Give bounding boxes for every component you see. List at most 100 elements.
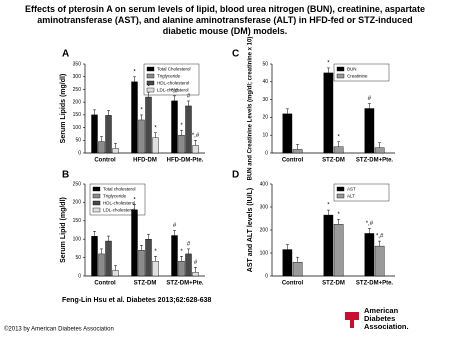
legend-label: HDL-cholesterol — [157, 80, 189, 85]
logo: American Diabetes Association. — [345, 306, 409, 331]
bar — [178, 134, 185, 154]
logo-text: American — [364, 306, 399, 315]
bar — [145, 96, 152, 154]
bar — [323, 214, 334, 277]
significance-mark: * — [180, 249, 183, 255]
bar — [152, 261, 159, 277]
legend-label: AST — [347, 186, 356, 191]
bar — [185, 253, 192, 277]
panel-label: B — [62, 170, 69, 181]
legend-label: LDL-cholesterol — [103, 207, 135, 212]
significance-mark: * — [327, 203, 330, 209]
bar — [171, 235, 178, 277]
y-tick-label: 0 — [78, 273, 81, 279]
y-tick-label: 250 — [73, 87, 82, 93]
x-tick-label: STZ-DM+Pte. — [356, 158, 394, 164]
y-tick-label: 0 — [78, 150, 81, 156]
significance-mark: *,# — [192, 133, 200, 139]
legend-swatch — [92, 207, 101, 213]
y-tick-label: 150 — [73, 112, 82, 118]
citation: Feng-Lin Hsu et al. Diabetes 2013;62:628… — [62, 297, 211, 304]
logo-text: Association. — [364, 322, 409, 331]
bar — [138, 119, 145, 154]
y-tick-label: 50 — [262, 61, 268, 67]
y-tick-label: 50 — [75, 255, 81, 261]
panel-label: D — [232, 170, 239, 181]
x-tick-label: STZ-DM+Pte. — [166, 281, 204, 287]
bar — [91, 236, 98, 277]
x-tick-label: Control — [282, 158, 304, 164]
legend-swatch — [146, 80, 155, 86]
y-tick-label: 40 — [262, 79, 268, 85]
y-tick-label: 200 — [260, 227, 269, 233]
legend-box — [143, 63, 200, 96]
bar — [333, 146, 344, 154]
bar — [364, 233, 375, 277]
title-box: Effects of pterosin A on serum levels of… — [25, 4, 425, 36]
panel-label: A — [62, 49, 69, 60]
legend-swatch — [92, 186, 101, 192]
significance-mark: *,# — [366, 221, 374, 227]
significance-mark: * — [140, 108, 143, 114]
y-axis-label: Serum Lipid (mg/dl) — [60, 197, 67, 263]
panel-label: C — [232, 49, 239, 60]
bar — [98, 141, 105, 154]
legend-swatch — [146, 66, 155, 72]
bar — [112, 270, 119, 277]
legend-label: LDL-cholesterol — [157, 87, 189, 92]
y-tick-label: 400 — [260, 181, 269, 187]
bar — [374, 245, 385, 277]
y-tick-label: 20 — [262, 115, 268, 121]
bar — [292, 149, 303, 154]
logo-text: Diabetes — [364, 314, 395, 323]
legend-swatch — [92, 200, 101, 206]
x-tick-label: HFD-DM — [133, 158, 157, 164]
bar — [374, 147, 385, 154]
bar — [91, 114, 98, 154]
legend-swatch — [146, 73, 155, 79]
x-tick-label: STZ-DM — [134, 281, 157, 287]
legend-label: HDL-cholesterol — [103, 200, 135, 205]
significance-mark: *,# — [376, 234, 384, 240]
legend-label: Total Cholesterol — [157, 66, 191, 71]
bar — [282, 113, 293, 154]
significance-mark: * — [337, 212, 340, 218]
bar — [185, 105, 192, 154]
y-tick-label: 300 — [73, 74, 82, 80]
significance-mark: * — [133, 69, 136, 75]
x-tick-label: STZ-DM+Pte. — [356, 281, 394, 287]
significance-mark: * — [154, 249, 157, 255]
legend-swatch — [336, 193, 345, 199]
significance-mark: * — [327, 60, 330, 66]
bar — [112, 148, 119, 154]
x-tick-label: Control — [282, 281, 304, 287]
significance-mark: *,# — [171, 88, 179, 94]
bar — [178, 261, 185, 277]
y-tick-label: 300 — [260, 204, 269, 210]
legend-swatch — [336, 66, 345, 72]
bar — [364, 108, 375, 154]
y-axis-label: Serum Lipids (mg/dl) — [60, 74, 67, 144]
significance-mark: # — [194, 260, 198, 266]
y-tick-label: 100 — [73, 125, 82, 131]
legend-label: Triglyceride — [157, 73, 181, 78]
legend-box — [89, 183, 146, 216]
y-tick-label: 10 — [262, 133, 268, 139]
y-tick-label: 250 — [73, 181, 82, 187]
legend-label: ALT — [347, 193, 355, 198]
legend-label: Triglyceride — [103, 193, 127, 198]
figure-title: Effects of pterosin A on serum levels of… — [25, 4, 425, 36]
y-axis-label: BUN and Creatinine Levels (mg/dl; creati… — [248, 37, 254, 181]
x-tick-label: HFD-DM-Pte. — [167, 158, 204, 164]
legend-label: Creatinine — [347, 73, 368, 78]
bar — [323, 72, 334, 154]
bar — [98, 253, 105, 277]
significance-mark: # — [187, 94, 191, 100]
y-axis-label: AST and ALT levels (IU/L) — [247, 188, 254, 272]
y-tick-label: 200 — [73, 99, 82, 105]
y-tick-label: 0 — [265, 150, 268, 156]
significance-mark: # — [173, 223, 177, 229]
bar — [138, 250, 145, 277]
significance-mark: * — [337, 134, 340, 140]
